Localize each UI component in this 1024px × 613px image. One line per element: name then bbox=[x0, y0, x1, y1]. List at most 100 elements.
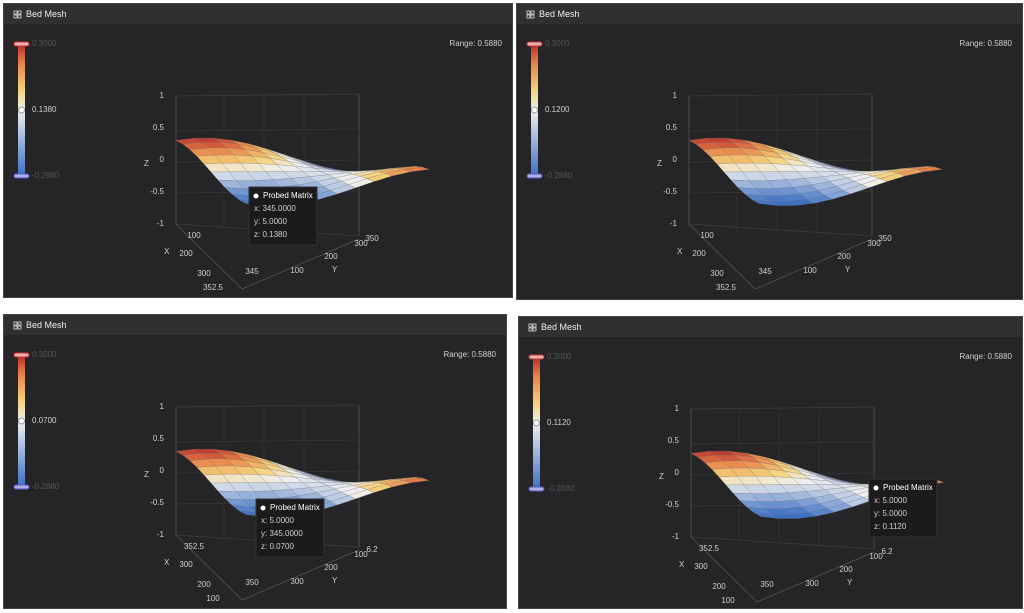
z-axis-name: Z bbox=[144, 159, 149, 168]
y-tick-label: 350 bbox=[878, 234, 892, 243]
scale-handle-top bbox=[528, 354, 545, 360]
x-tick-label: 200 bbox=[179, 249, 193, 258]
axis-line bbox=[688, 223, 756, 290]
scale-min: -0.2880 bbox=[32, 482, 60, 491]
tooltip-title: Probed Matrix bbox=[270, 503, 320, 512]
tooltip-line: x: 345.0000 bbox=[254, 204, 296, 213]
header-icon bbox=[13, 10, 18, 15]
z-tick-label: 0 bbox=[675, 468, 680, 477]
z-axis-name: Z bbox=[144, 470, 149, 479]
tooltip bbox=[248, 186, 318, 246]
z-tick-label: -1 bbox=[157, 530, 165, 539]
range-label: Range: 0.5880 bbox=[960, 39, 1013, 48]
y-tick-label: 300 bbox=[805, 579, 819, 588]
axis-line bbox=[175, 439, 360, 443]
axis-line bbox=[688, 223, 873, 237]
axis-line bbox=[175, 223, 243, 290]
axis-line bbox=[756, 551, 875, 603]
header-bar bbox=[517, 4, 1022, 24]
range-label: Range: 0.5880 bbox=[450, 39, 503, 48]
bed-mesh-panel: Bed Mesh Range: 0.5880 0.3000 0.1200 -0.2880… bbox=[516, 3, 1023, 300]
scale-handle-bottom bbox=[13, 173, 30, 179]
y-tick-label: 200 bbox=[324, 252, 338, 261]
scale-max: 0.3000 bbox=[32, 39, 57, 48]
header-icon bbox=[532, 327, 537, 332]
x-tick-label: 100 bbox=[700, 231, 714, 240]
scale-max: 0.3000 bbox=[32, 350, 57, 359]
z-tick-label: -1 bbox=[672, 532, 680, 541]
range-label: Range: 0.5880 bbox=[960, 352, 1013, 361]
z-tick-label: 1 bbox=[675, 404, 680, 413]
panel-canvas: Bed Mesh Range: 0.5880 0.3000 0.0700 -0.2880… bbox=[4, 315, 506, 603]
scale-handle-bottom bbox=[528, 486, 545, 492]
z-tick-label: 0.5 bbox=[153, 434, 165, 443]
tooltip bbox=[255, 498, 325, 558]
scale-min: -0.2880 bbox=[32, 171, 60, 180]
scale-min: -0.2880 bbox=[545, 171, 573, 180]
y-tick-label: 300 bbox=[354, 239, 368, 248]
z-tick-label: 1 bbox=[673, 91, 678, 100]
x-axis-name: X bbox=[164, 558, 170, 567]
scale-max: 0.3000 bbox=[547, 352, 572, 361]
scale-handle-top bbox=[526, 41, 543, 47]
axis-line bbox=[241, 238, 360, 290]
header-icon bbox=[17, 14, 22, 19]
scale-value: 0.0700 bbox=[32, 416, 57, 425]
tooltip-title: Probed Matrix bbox=[883, 483, 933, 492]
z-tick-label: -1 bbox=[157, 219, 165, 228]
header-icon bbox=[13, 321, 18, 326]
header-icon bbox=[530, 10, 535, 15]
z-axis-name: Z bbox=[657, 159, 662, 168]
panel-canvas: Bed Mesh Range: 0.5880 0.3000 0.1120 -0.2880… bbox=[519, 317, 1022, 605]
tooltip-line: z: 0.0700 bbox=[261, 542, 294, 551]
tooltip-line: y: 5.0000 bbox=[874, 509, 907, 518]
tooltip-dot bbox=[253, 193, 259, 199]
z-tick-label: 1 bbox=[160, 91, 165, 100]
y-tick-label: 200 bbox=[324, 563, 338, 572]
tooltip-line: x: 5.0000 bbox=[261, 516, 294, 525]
y-tick-label: 100 bbox=[803, 266, 817, 275]
scale-handle-bottom bbox=[526, 173, 543, 179]
panel-title: Bed Mesh bbox=[539, 9, 580, 19]
x-tick-label: 352.5 bbox=[203, 283, 224, 292]
mesh-face bbox=[403, 166, 430, 173]
tooltip bbox=[868, 478, 938, 538]
scale-min: -0.2880 bbox=[547, 484, 575, 493]
scale-value: 0.1120 bbox=[547, 418, 571, 427]
axis-line bbox=[690, 441, 875, 445]
axis-line bbox=[690, 536, 875, 550]
axis-line bbox=[688, 93, 873, 97]
scale-value: 0.1200 bbox=[545, 105, 570, 114]
header-icon bbox=[17, 325, 22, 330]
scale-handle-bottom bbox=[13, 484, 30, 490]
x-tick-label: 200 bbox=[712, 582, 726, 591]
x-tick-label: 200 bbox=[692, 249, 706, 258]
header-icon bbox=[530, 14, 535, 19]
y-tick-label: 200 bbox=[837, 252, 851, 261]
x-axis-name: X bbox=[164, 247, 170, 256]
axis-line bbox=[754, 238, 873, 290]
scale-marker bbox=[533, 419, 540, 427]
tooltip-line: x: 5.0000 bbox=[874, 496, 907, 505]
bed-mesh-panel: Bed Mesh Range: 0.5880 0.3000 0.0700 -0.2880… bbox=[3, 314, 507, 609]
header-icon bbox=[13, 14, 18, 19]
scale-handle-top bbox=[13, 352, 30, 358]
mesh-face bbox=[916, 166, 943, 173]
panel-title: Bed Mesh bbox=[541, 322, 582, 332]
x-tick-label: 300 bbox=[197, 269, 211, 278]
axis-line bbox=[175, 128, 360, 132]
axis-line bbox=[690, 406, 875, 410]
axis-line bbox=[175, 93, 360, 97]
axis-line bbox=[688, 128, 873, 132]
x-axis-name: X bbox=[679, 560, 685, 569]
y-axis-name: Y bbox=[845, 265, 851, 274]
header-icon bbox=[17, 321, 22, 326]
tooltip-line: z: 0.1380 bbox=[254, 230, 287, 239]
tooltip-title: Probed Matrix bbox=[263, 191, 313, 200]
header-bar bbox=[519, 317, 1022, 337]
x-tick-label: 100 bbox=[187, 231, 201, 240]
z-tick-label: 0.5 bbox=[666, 123, 678, 132]
header-icon bbox=[17, 10, 22, 15]
z-axis-name: Z bbox=[659, 472, 664, 481]
